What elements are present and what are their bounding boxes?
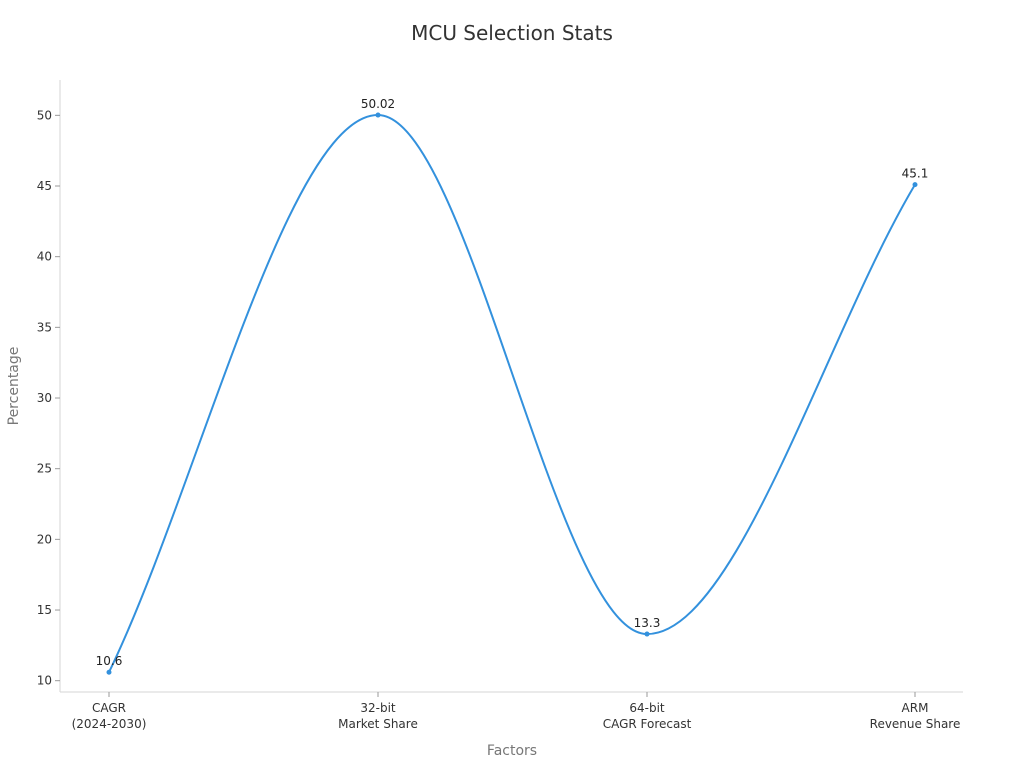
y-axis-label: Percentage xyxy=(6,347,22,426)
chart-title: MCU Selection Stats xyxy=(411,21,613,45)
data-label: 50.02 xyxy=(361,97,395,111)
x-tick-label: Revenue Share xyxy=(870,717,961,731)
x-tick-label: Market Share xyxy=(338,717,418,731)
data-label: 45.1 xyxy=(902,167,929,181)
y-tick-label: 25 xyxy=(37,462,52,476)
series-group: 10.6 50.02 13.3 45.1 xyxy=(96,97,929,675)
data-point xyxy=(106,669,112,675)
y-axis-ticks: 10 15 20 25 30 35 40 45 50 xyxy=(37,108,60,688)
data-point xyxy=(375,112,381,118)
x-tick-label: CAGR xyxy=(92,701,126,715)
x-tick-label: 32-bit xyxy=(360,701,396,715)
y-tick-label: 15 xyxy=(37,603,52,617)
x-axis-label: Factors xyxy=(487,743,537,759)
y-tick-label: 40 xyxy=(37,250,52,264)
x-tick-label: ARM xyxy=(902,701,929,715)
data-label: 10.6 xyxy=(96,654,123,668)
x-tick-label: 64-bit xyxy=(629,701,665,715)
data-point xyxy=(644,631,650,637)
y-tick-label: 45 xyxy=(37,179,52,193)
y-tick-label: 30 xyxy=(37,391,52,405)
data-point xyxy=(912,182,918,188)
x-tick-label: (2024-2030) xyxy=(72,717,147,731)
data-label: 13.3 xyxy=(634,616,661,630)
series-line xyxy=(108,114,916,673)
x-axis-ticks: CAGR (2024-2030) 32-bit Market Share 64-bit C… xyxy=(72,692,961,731)
y-tick-label: 10 xyxy=(37,674,52,688)
x-tick-label: CAGR Forecast xyxy=(603,717,692,731)
y-tick-label: 50 xyxy=(37,108,52,122)
y-tick-label: 35 xyxy=(37,320,52,334)
y-tick-label: 20 xyxy=(37,532,52,546)
